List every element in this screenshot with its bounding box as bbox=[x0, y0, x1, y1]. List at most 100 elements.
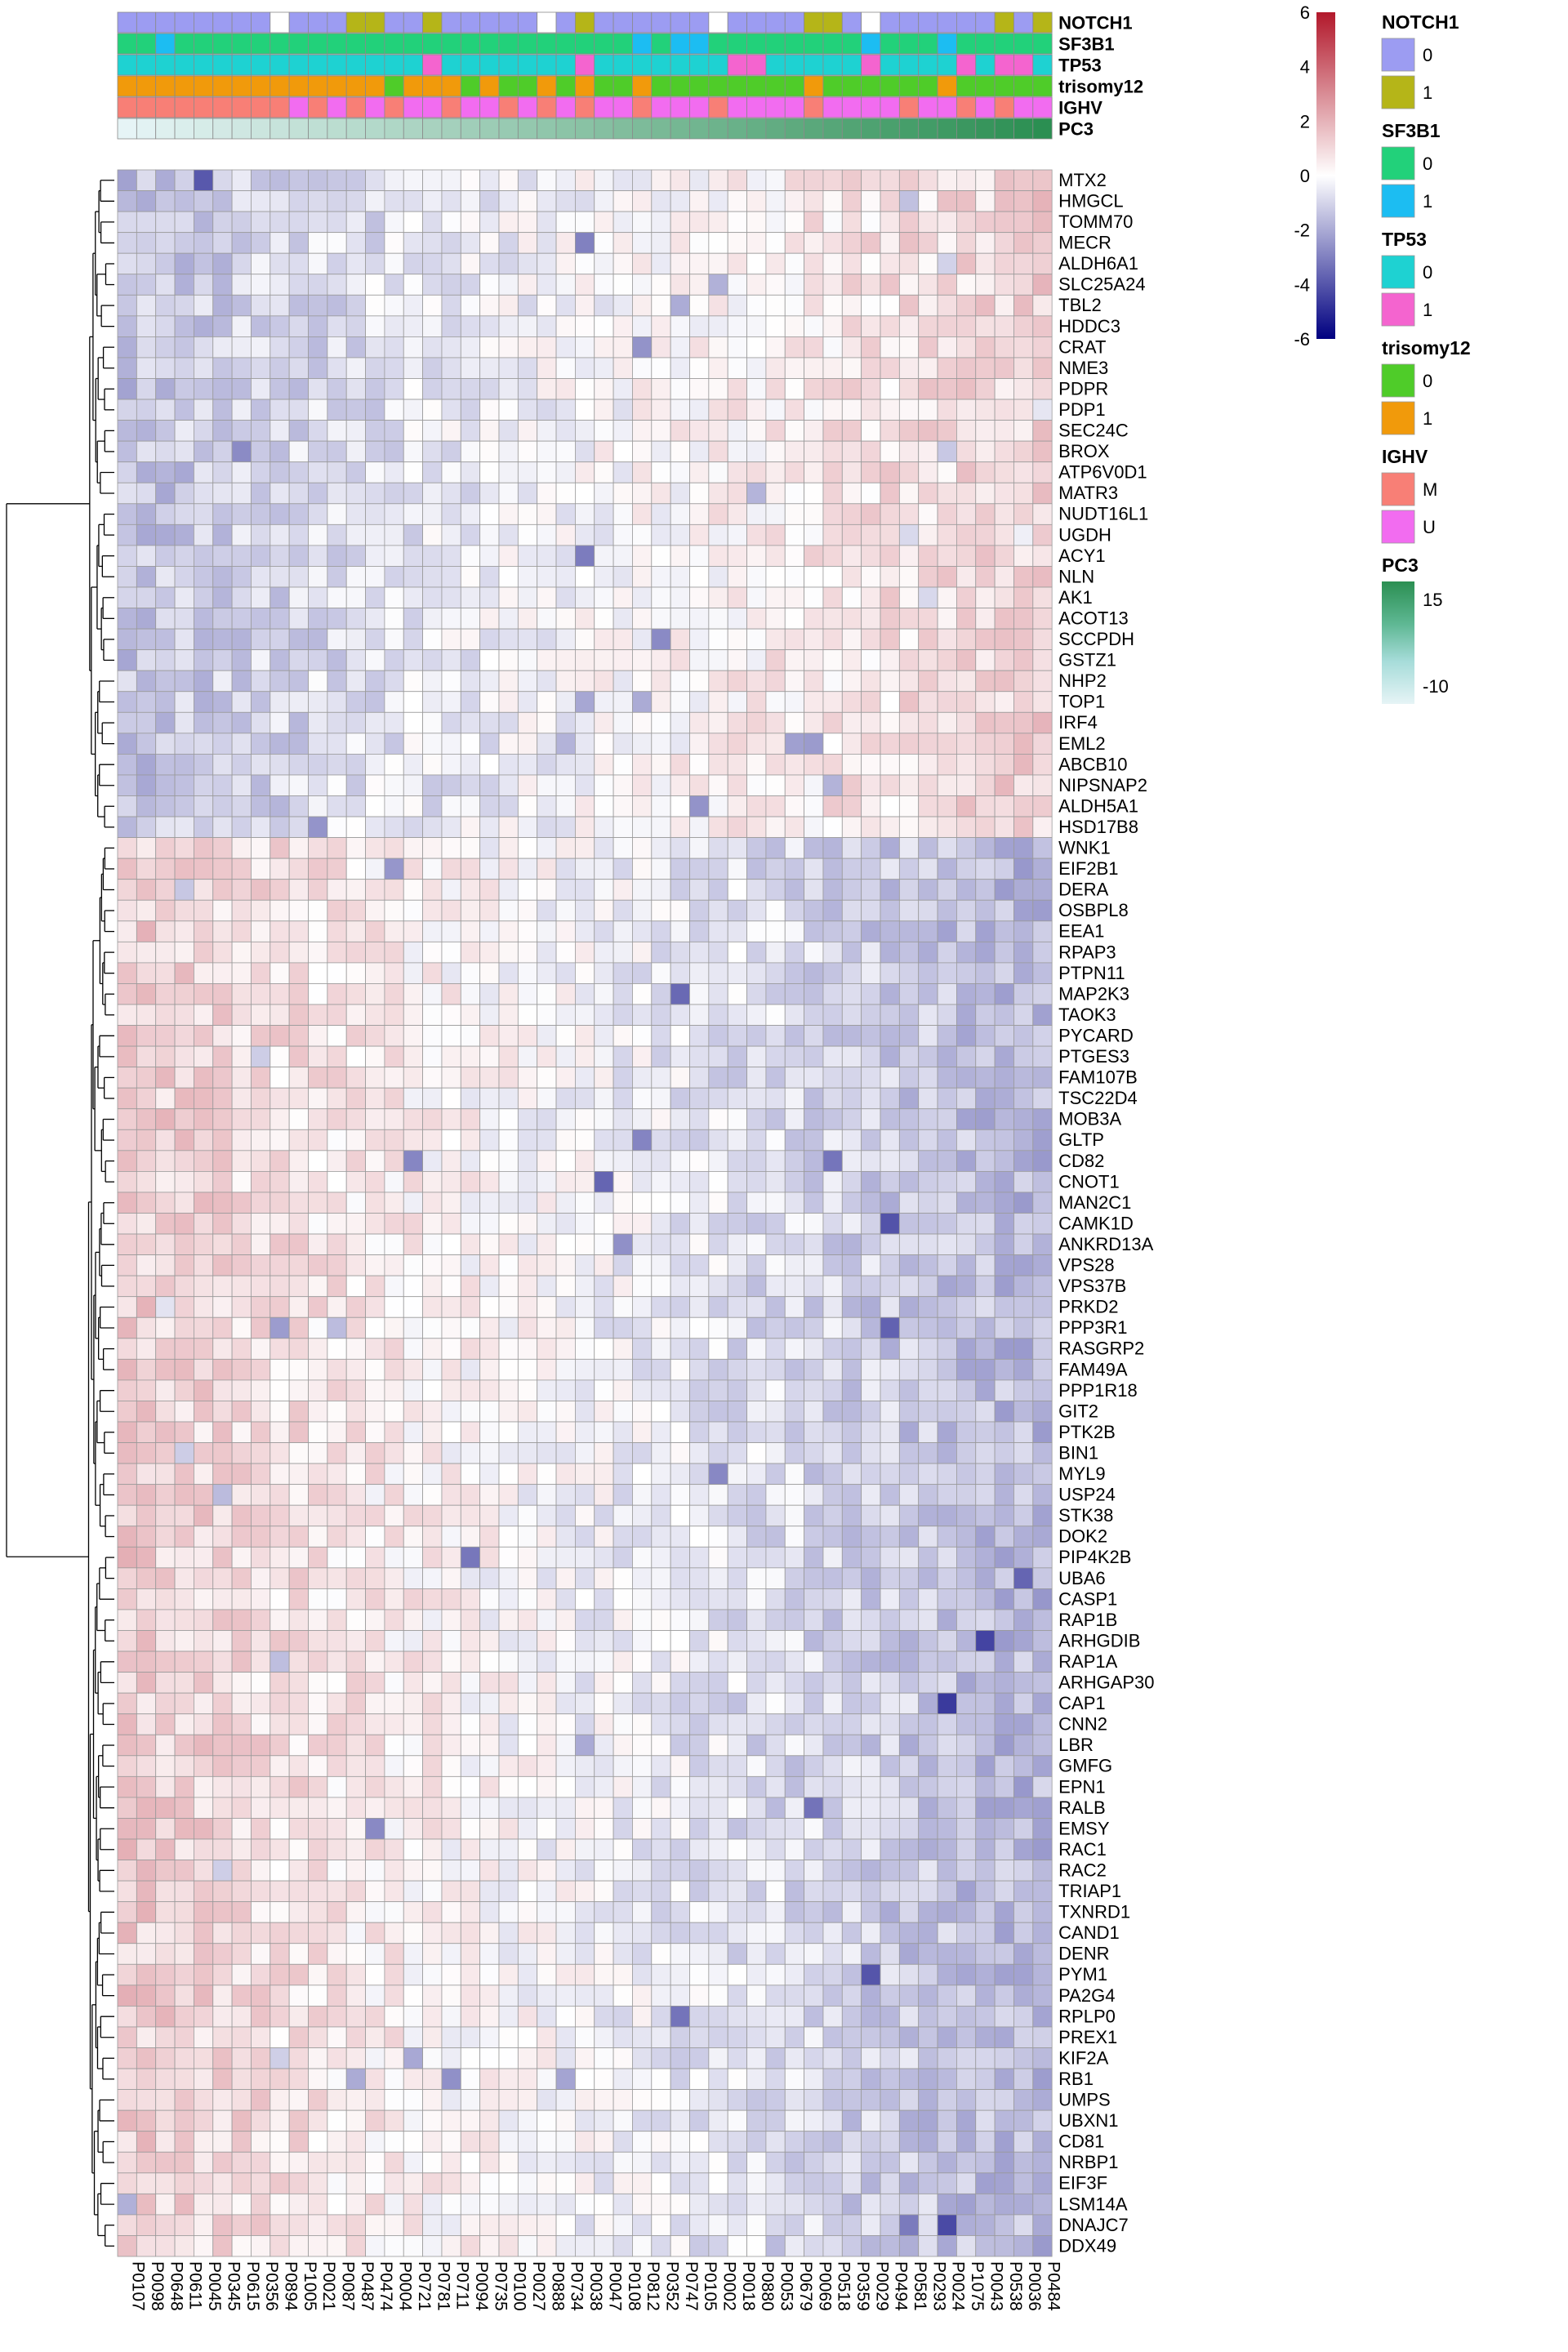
heatmap-cell bbox=[117, 1045, 137, 1068]
heatmap-cell bbox=[651, 232, 671, 254]
heatmap-cell bbox=[880, 1775, 900, 1798]
heatmap-cell bbox=[117, 1692, 137, 1715]
heatmap-cell bbox=[117, 1171, 137, 1193]
heatmap-cell bbox=[155, 545, 176, 567]
heatmap-cell bbox=[822, 523, 843, 546]
heatmap-cell bbox=[612, 754, 633, 776]
heatmap-cell bbox=[174, 1755, 194, 1777]
heatmap-cell bbox=[345, 962, 366, 984]
heatmap-cell bbox=[537, 628, 557, 651]
heatmap-cell bbox=[898, 252, 920, 275]
heatmap-cell bbox=[784, 1775, 805, 1798]
heatmap-cell bbox=[231, 649, 252, 671]
heatmap-cell bbox=[288, 941, 309, 964]
heatmap-cell bbox=[479, 1421, 500, 1443]
heatmap-cell bbox=[727, 1734, 747, 1757]
heatmap-cell bbox=[822, 1567, 843, 1589]
heatmap-cell bbox=[861, 1504, 881, 1527]
heatmap-cell bbox=[1013, 1672, 1034, 1694]
heatmap-cell bbox=[479, 586, 500, 608]
heatmap-cell bbox=[174, 2026, 194, 2048]
annotation-cell bbox=[231, 11, 252, 33]
heatmap-cell bbox=[479, 941, 500, 964]
heatmap-cell bbox=[555, 1672, 576, 1694]
heatmap-cell bbox=[1032, 1045, 1053, 1068]
heatmap-cell bbox=[117, 899, 137, 922]
heatmap-cell bbox=[612, 1484, 633, 1506]
heatmap-cell bbox=[441, 670, 461, 693]
heatmap-cell bbox=[441, 983, 461, 1005]
heatmap-cell bbox=[327, 858, 347, 880]
heatmap-cell bbox=[460, 252, 481, 275]
heatmap-cell bbox=[594, 1609, 614, 1631]
heatmap-cell bbox=[746, 211, 767, 234]
heatmap-cell bbox=[898, 1672, 920, 1694]
heatmap-cell bbox=[575, 1860, 595, 1882]
heatmap-cell bbox=[880, 920, 900, 942]
heatmap-cell bbox=[498, 670, 519, 693]
heatmap-cell bbox=[384, 754, 404, 776]
heatmap-cell bbox=[460, 315, 481, 337]
heatmap-cell bbox=[517, 1338, 538, 1360]
heatmap-cell bbox=[1032, 754, 1053, 776]
heatmap-cell bbox=[575, 1630, 595, 1652]
heatmap-cell bbox=[422, 1275, 443, 1298]
heatmap-cell bbox=[975, 711, 996, 734]
heatmap-cell bbox=[670, 545, 690, 567]
heatmap-cell bbox=[727, 1838, 747, 1860]
heatmap-cell bbox=[898, 232, 920, 254]
heatmap-cell bbox=[822, 336, 843, 359]
row-dendrogram bbox=[6, 180, 114, 2247]
heatmap-cell bbox=[308, 294, 328, 317]
heatmap-cell bbox=[765, 190, 786, 212]
heatmap-cell bbox=[251, 315, 271, 337]
heatmap-cell bbox=[155, 1004, 176, 1026]
heatmap-cell bbox=[975, 1150, 996, 1172]
heatmap-cell bbox=[898, 816, 920, 838]
heatmap-cell bbox=[689, 586, 710, 608]
heatmap-cell bbox=[1032, 941, 1053, 964]
heatmap-cell bbox=[537, 1067, 557, 1089]
heatmap-cell bbox=[975, 1880, 996, 1903]
heatmap-cell bbox=[670, 1797, 690, 1819]
heatmap-cell bbox=[632, 1650, 653, 1673]
heatmap-cell bbox=[918, 899, 938, 922]
heatmap-cell bbox=[288, 1672, 309, 1694]
heatmap-cell bbox=[994, 711, 1014, 734]
heatmap-cell bbox=[746, 1713, 767, 1735]
heatmap-cell bbox=[441, 1338, 461, 1360]
heatmap-cell bbox=[575, 1775, 595, 1798]
heatmap-cell bbox=[880, 1692, 900, 1715]
heatmap-cell bbox=[956, 1818, 977, 1840]
heatmap-cell bbox=[155, 1963, 176, 1986]
heatmap-cell bbox=[1013, 711, 1034, 734]
heatmap-cell bbox=[479, 1379, 500, 1401]
heatmap-cell bbox=[651, 586, 671, 608]
heatmap-cell bbox=[270, 1484, 290, 1506]
heatmap-cell bbox=[327, 1818, 347, 1840]
heatmap-cell bbox=[251, 795, 271, 817]
heatmap-cell bbox=[994, 1650, 1014, 1673]
heatmap-cell bbox=[155, 858, 176, 880]
heatmap-cell bbox=[498, 1775, 519, 1798]
heatmap-cell bbox=[956, 1609, 977, 1631]
heatmap-cell bbox=[231, 1797, 252, 1819]
heatmap-cell bbox=[155, 1755, 176, 1777]
heatmap-cell bbox=[270, 1630, 290, 1652]
heatmap-cell bbox=[555, 1860, 576, 1882]
heatmap-cell bbox=[880, 1213, 900, 1235]
heatmap-cell bbox=[994, 754, 1014, 776]
heatmap-cell bbox=[575, 294, 595, 317]
heatmap-cell bbox=[517, 1922, 538, 1944]
heatmap-cell bbox=[727, 1692, 747, 1715]
heatmap-cell bbox=[403, 1338, 424, 1360]
heatmap-cell bbox=[136, 879, 157, 901]
heatmap-cell bbox=[270, 879, 290, 901]
heatmap-cell bbox=[804, 211, 824, 234]
heatmap-cell bbox=[594, 1484, 614, 1506]
heatmap-cell bbox=[841, 336, 862, 359]
heatmap-cell bbox=[384, 1818, 404, 1840]
heatmap-cell bbox=[193, 566, 214, 588]
heatmap-cell bbox=[612, 169, 633, 191]
heatmap-cell bbox=[575, 837, 595, 859]
